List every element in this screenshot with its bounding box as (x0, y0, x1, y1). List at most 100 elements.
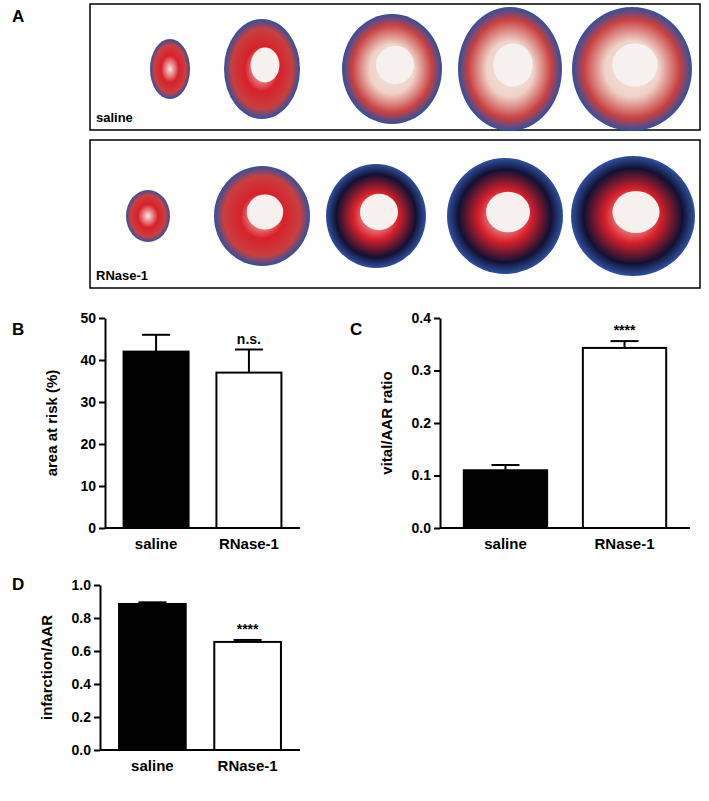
tick: 0 (88, 520, 105, 536)
tick-mark (99, 318, 105, 320)
tick-mark (434, 370, 440, 372)
tick-mark (434, 318, 440, 320)
tick-label: 0.8 (72, 610, 92, 626)
tick-label: 0.0 (72, 742, 92, 758)
tick-label: 0.2 (72, 709, 92, 725)
photo-panel: RNase-1 (90, 140, 700, 288)
panel-label: D (12, 575, 24, 594)
figure: AsalineRNase-1Bn.s.01020304050salineRNas… (0, 0, 709, 801)
tick: 0.0 (72, 742, 100, 758)
tick-mark (94, 651, 100, 653)
plot-area (119, 602, 281, 750)
tick: 10 (80, 478, 105, 494)
tick-label: 50 (80, 310, 96, 326)
error-bar (611, 341, 639, 348)
tick-mark (94, 585, 100, 587)
tick: RNase-1 (218, 750, 278, 774)
chart: D****0.00.20.40.60.81.0salineRNase-1infa… (12, 575, 300, 774)
heart-slice (126, 190, 170, 242)
error-bar (235, 350, 263, 373)
panel-label: A (12, 7, 24, 26)
error-bar (138, 602, 166, 604)
bar (464, 470, 547, 528)
tick-mark (94, 618, 100, 620)
photo-frame (90, 4, 700, 130)
panel-label: C (350, 320, 362, 339)
error-whisker (155, 335, 157, 352)
tick-label: 0.6 (72, 643, 92, 659)
tick: saline (484, 528, 527, 552)
axis-line (105, 527, 300, 529)
tick-mark (434, 475, 440, 477)
tick-label: RNase-1 (218, 757, 278, 774)
error-cap (138, 601, 166, 603)
tick-label: 0.1 (412, 467, 432, 483)
heart-slice (458, 7, 562, 131)
heart-lumen (251, 48, 280, 83)
error-bar (234, 640, 262, 642)
tick: RNase-1 (595, 528, 655, 552)
x-axis: saline RNase-1 (100, 750, 300, 774)
axis-line (105, 319, 107, 529)
error-whisker (248, 350, 250, 373)
bar (583, 348, 666, 528)
bar (216, 373, 281, 528)
tick-mark (99, 360, 105, 362)
error-bar (142, 335, 170, 352)
plot-area (124, 335, 282, 528)
tick-mark (434, 528, 440, 530)
bar (124, 352, 189, 528)
heart-slice (214, 166, 310, 266)
tick: 0.6 (72, 643, 100, 659)
tick-label: 0.3 (412, 362, 432, 378)
heart-slice (326, 164, 426, 268)
tick: 50 (80, 310, 105, 326)
photo-label: RNase-1 (96, 268, 148, 283)
tick-label: 40 (80, 352, 96, 368)
bar (119, 604, 186, 750)
tick: 0.2 (412, 415, 440, 431)
tick-mark (99, 402, 105, 404)
tick-label: 0.4 (72, 676, 92, 692)
error-cap (491, 464, 519, 466)
heart-slice (572, 7, 692, 131)
tick-label: 0 (88, 520, 96, 536)
error-whisker (624, 341, 626, 348)
axis-title: area at risk (%) (43, 370, 60, 477)
significance: **** (237, 621, 259, 637)
x-axis: salineRNase-1 (105, 528, 300, 552)
significance: **** (614, 322, 636, 338)
axis-title: infarction/AAR (38, 615, 55, 720)
tick: 40 (80, 352, 105, 368)
significance: n.s. (237, 331, 261, 347)
axis-line (440, 527, 690, 529)
tick-mark (434, 423, 440, 425)
heart-slice (447, 158, 563, 274)
tick-mark (94, 684, 100, 686)
heart-slice (224, 19, 300, 119)
tick: saline (131, 750, 174, 774)
tick-label: 30 (80, 394, 96, 410)
heart-slice (342, 14, 442, 124)
tick: 0.4 (412, 310, 440, 326)
error-cap (234, 639, 262, 641)
tick-label: 10 (80, 478, 96, 494)
plot-area (464, 341, 666, 528)
tick: RNase-1 (219, 528, 279, 552)
heart-lumen (376, 46, 414, 85)
tick-label: 20 (80, 436, 96, 452)
heart-slice (150, 39, 190, 99)
chart: C****0.00.10.20.30.4salineRNase-1vital/A… (350, 310, 690, 552)
tick-mark (99, 444, 105, 446)
heart-lumen (612, 43, 658, 86)
tick: 0.8 (72, 610, 100, 626)
tick-label: RNase-1 (595, 535, 655, 552)
y-axis: 0 10 20 30 40 50 (80, 310, 105, 536)
tick-label: 0.2 (412, 415, 432, 431)
chart: Bn.s.01020304050salineRNase-1area at ris… (12, 310, 300, 552)
error-cap (611, 340, 639, 342)
tick-label: saline (484, 535, 527, 552)
tick-label: 0.0 (412, 520, 432, 536)
tick-mark (99, 486, 105, 488)
tick-mark (94, 717, 100, 719)
